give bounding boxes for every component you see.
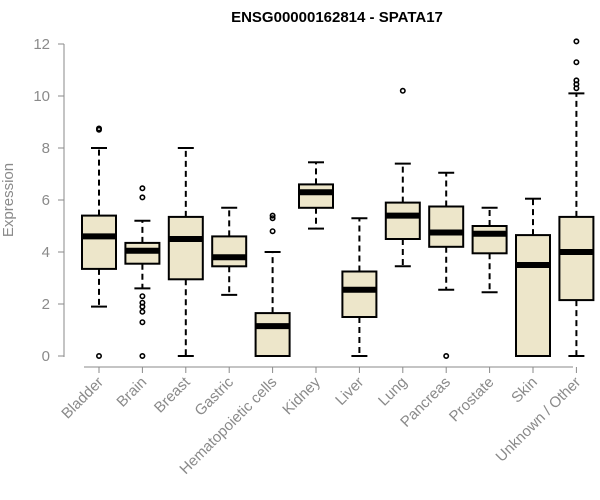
- outlier-point: [96, 352, 103, 359]
- iqr-box: [167, 215, 204, 281]
- box-prostate: [471, 206, 508, 294]
- x-tick-label-kidney: Kidney: [279, 373, 324, 418]
- outlier-point: [139, 194, 146, 201]
- iqr-box: [515, 234, 551, 358]
- box-skin: [515, 197, 551, 358]
- box-brain: [124, 185, 161, 359]
- box-hematopoietic-cells: [254, 212, 291, 358]
- outlier-point: [573, 77, 580, 84]
- x-tick-label-lung: Lung: [375, 374, 411, 410]
- box-lung: [384, 87, 421, 268]
- x-tick-label-bladder: Bladder: [58, 374, 107, 423]
- outlier-point: [573, 59, 580, 66]
- outlier-point: [269, 228, 276, 235]
- outlier-point: [399, 87, 406, 94]
- box-breast: [167, 147, 204, 357]
- iqr-box: [254, 312, 291, 358]
- x-tick-label-brain: Brain: [113, 374, 150, 411]
- outlier-point: [269, 215, 276, 222]
- y-tick-label: 0: [42, 348, 50, 365]
- y-ticks: 0 2 4 6 8 10 12: [33, 36, 64, 365]
- outlier-point: [139, 185, 146, 192]
- outlier-point: [96, 125, 103, 132]
- outlier-point: [443, 352, 450, 359]
- iqr-box: [298, 183, 334, 209]
- box-liver: [341, 217, 378, 357]
- iqr-box: [558, 215, 595, 302]
- x-tick-label-prostate: Prostate: [446, 374, 498, 426]
- iqr-box: [384, 201, 421, 241]
- outlier-point: [269, 212, 276, 219]
- box-pancreas: [428, 171, 465, 359]
- outlier-point: [573, 38, 580, 45]
- y-tick-label: 10: [33, 88, 50, 105]
- outlier-point: [139, 308, 146, 315]
- y-tick-label: 12: [33, 36, 50, 53]
- iqr-box: [428, 205, 465, 248]
- y-axis-label: Expression: [0, 163, 17, 237]
- iqr-box: [81, 214, 117, 270]
- y-tick-label: 2: [42, 296, 50, 313]
- y-tick-label: 8: [42, 140, 50, 157]
- x-tick-label-breast: Breast: [151, 373, 194, 416]
- x-tick-label-liver: Liver: [332, 374, 367, 409]
- outlier-point: [139, 352, 146, 359]
- chart-title: ENSG00000162814 - SPATA17: [231, 9, 443, 26]
- iqr-box: [471, 225, 508, 255]
- boxes: [81, 38, 595, 359]
- x-tick-label-skin: Skin: [508, 374, 541, 407]
- y-tick-label: 4: [42, 244, 50, 261]
- box-kidney: [298, 161, 334, 230]
- box-bladder: [81, 125, 117, 359]
- box-gastric: [211, 206, 248, 296]
- iqr-box: [211, 235, 248, 268]
- outlier-point: [139, 319, 146, 326]
- box-unknown-other: [558, 38, 595, 357]
- outlier-point: [139, 299, 146, 306]
- y-tick-label: 6: [42, 192, 50, 209]
- outlier-point: [139, 293, 146, 300]
- iqr-box: [341, 270, 378, 318]
